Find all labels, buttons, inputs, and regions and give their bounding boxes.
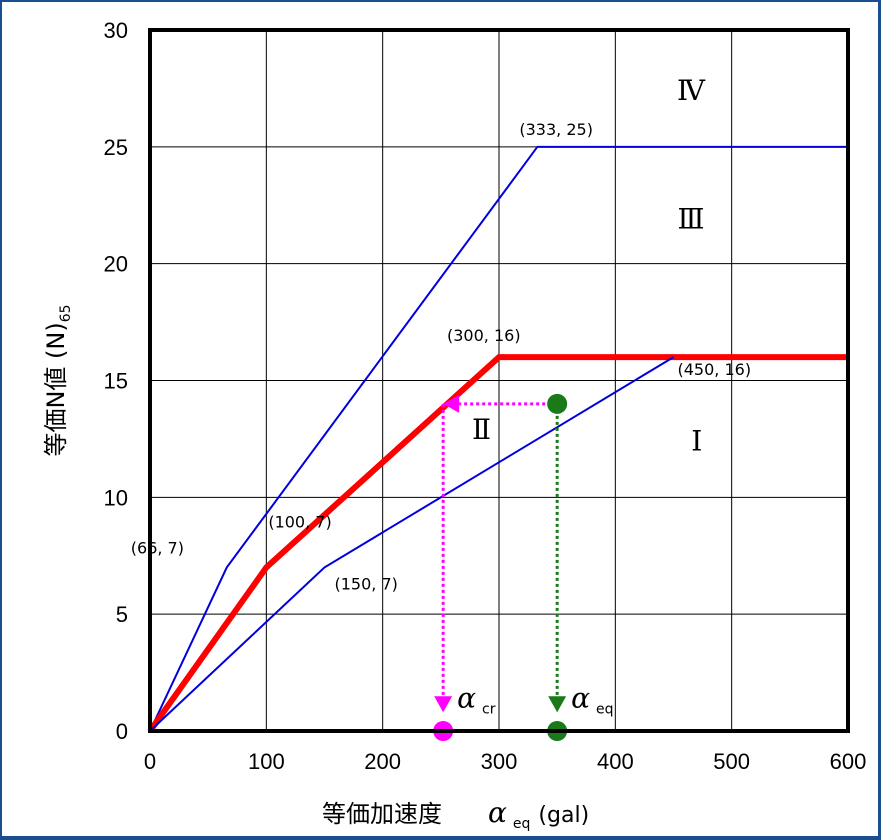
y-tick-label: 30 [104,18,128,43]
alpha-eq-point [547,393,568,414]
alpha-symbol: α [457,682,476,715]
alpha-cr-vertical-arrow-head [434,696,453,713]
horizontal-arrow-head [443,394,460,413]
alpha-label-cr: α cr [457,682,496,718]
y-axis-title-sub: 65 [58,304,74,322]
zone-label: Ⅳ [677,74,706,107]
y-tick-label: 10 [104,485,128,510]
x-axis-title-sub: eq [513,816,531,832]
alpha-subscript: eq [596,702,614,718]
point-label: (450, 16) [678,360,752,379]
x-tick-label: 0 [144,749,156,774]
point-label: (333, 25) [519,120,593,139]
y-axis-title-main: 等価N値 (N) [42,322,70,456]
grid-layer [150,30,848,731]
x-tick-label: 400 [597,749,634,774]
y-tick-label: 0 [116,719,128,744]
series-line-2 [149,356,675,732]
alpha-subscript: cr [482,702,496,718]
y-tick-label: 5 [116,602,128,627]
alpha-label-eq: α eq [571,682,613,718]
y-tick-label: 20 [104,252,128,277]
zone-label: Ⅰ [691,425,702,458]
x-tick-label: 500 [713,749,750,774]
x-tick-label: 200 [364,749,401,774]
plot-border [148,28,850,733]
x-tick-label: 600 [830,749,867,774]
point-label: (300, 16) [447,326,521,345]
x-axis-title-symbol: α [488,796,507,829]
x-axis-title-main: 等価加速度 [322,800,442,828]
x-axis-title-unit: (gal) [538,803,589,828]
alpha-symbol: α [571,682,590,715]
zone-label: Ⅲ [677,203,704,236]
x-axis-title: 等価加速度 α eq (gal) [322,796,589,832]
series-line-0 [149,145,848,732]
alpha-eq-vertical-arrow-head [548,696,567,713]
point-label: (66, 7) [131,538,184,557]
point-label: (100, 7) [268,512,331,531]
series-layer [147,145,848,733]
x-tick-label: 100 [248,749,285,774]
x-tick-label: 300 [481,749,518,774]
point-label: (150, 7) [335,574,398,593]
y-tick-label: 15 [104,369,128,394]
annotation-layer: (66, 7) (100, 7) (150, 7) (300, 16) (450, 16… [131,74,751,741]
y-tick-label: 25 [104,135,128,160]
zone-label: Ⅱ [472,413,491,446]
y-axis-title: 等価N値 (N)65 [42,304,74,456]
